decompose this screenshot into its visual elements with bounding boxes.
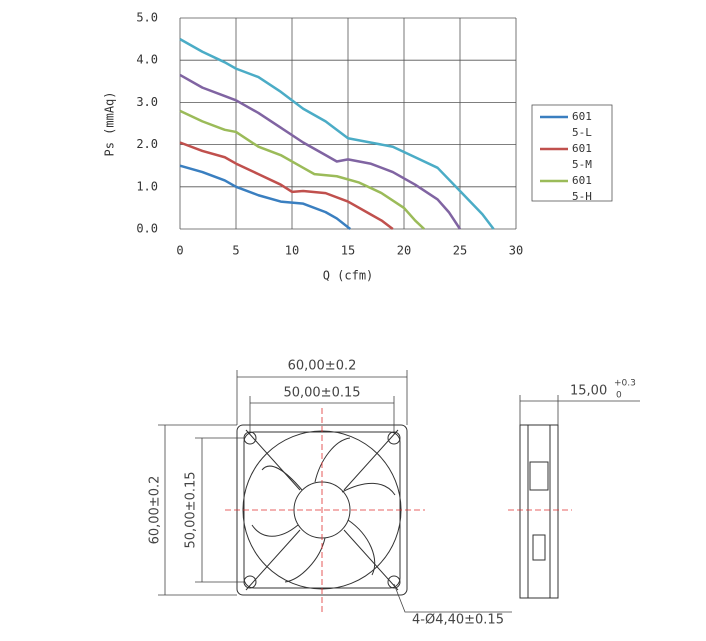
dim-label: 50,00±0.15 (283, 386, 360, 401)
side-view (519, 424, 559, 599)
y-tick-label: 5.0 (136, 11, 158, 25)
x-tick-label: 15 (341, 244, 355, 258)
x-tick-label: 20 (397, 244, 411, 258)
x-tick-label: 30 (509, 244, 523, 258)
legend-label: 6015-M (572, 142, 592, 171)
x-tick-label: 5 (232, 244, 239, 258)
legend-entry: 6015-H (572, 174, 592, 203)
series-line (179, 164, 352, 230)
mount-holes (243, 431, 401, 589)
dimension-lines-top (236, 370, 408, 432)
legend-label: 6015-H (572, 174, 592, 203)
dimensions: 60,00±0.2 50,00±0.15 60,00±0.2 50,00±0.1… (148, 359, 640, 628)
center-lines (225, 408, 425, 612)
legend-box (531, 104, 613, 202)
dim-tolerance: 0 (616, 391, 622, 401)
fan-blades (251, 437, 396, 583)
x-tick-label: 25 (453, 244, 467, 258)
x-axis-label: Q (cfm) (323, 269, 374, 283)
side-view-detail (527, 425, 551, 598)
legend-entry: 6015-M (572, 142, 592, 171)
legend-label: 6015-L (572, 110, 592, 139)
dim-label: 50,00±0.15 (184, 471, 199, 548)
series-line (179, 109, 426, 230)
fan-drawing (225, 408, 572, 612)
hole-leader (393, 583, 512, 613)
y-tick-label: 1.0 (136, 179, 158, 193)
y-tick-label: 3.0 (136, 95, 158, 109)
dim-label: 15,00 (570, 384, 607, 399)
x-tick-label: 10 (285, 244, 299, 258)
fan-struts (245, 429, 399, 591)
series-line (179, 73, 462, 230)
dim-label: 60,00±0.2 (288, 359, 357, 374)
y-tick-label: 4.0 (136, 53, 158, 67)
y-tick-label: 0.0 (136, 222, 158, 236)
series-line (179, 141, 394, 230)
x-tick-label: 0 (176, 244, 183, 258)
dim-label: 4-Ø4,40±0.15 (412, 613, 504, 628)
dimension-lines-left (158, 424, 244, 596)
y-axis-label: Ps (mmAq) (103, 91, 117, 156)
dimension-lines-side (519, 395, 640, 425)
legend-entry: 6015-L (572, 110, 592, 139)
dim-tolerance: +0.3 (614, 379, 636, 389)
series-line (179, 38, 495, 230)
dim-label: 60,00±0.2 (148, 476, 163, 545)
y-tick-label: 2.0 (136, 137, 158, 151)
